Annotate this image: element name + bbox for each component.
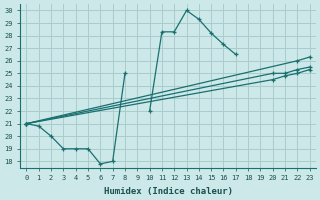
X-axis label: Humidex (Indice chaleur): Humidex (Indice chaleur)	[104, 187, 233, 196]
